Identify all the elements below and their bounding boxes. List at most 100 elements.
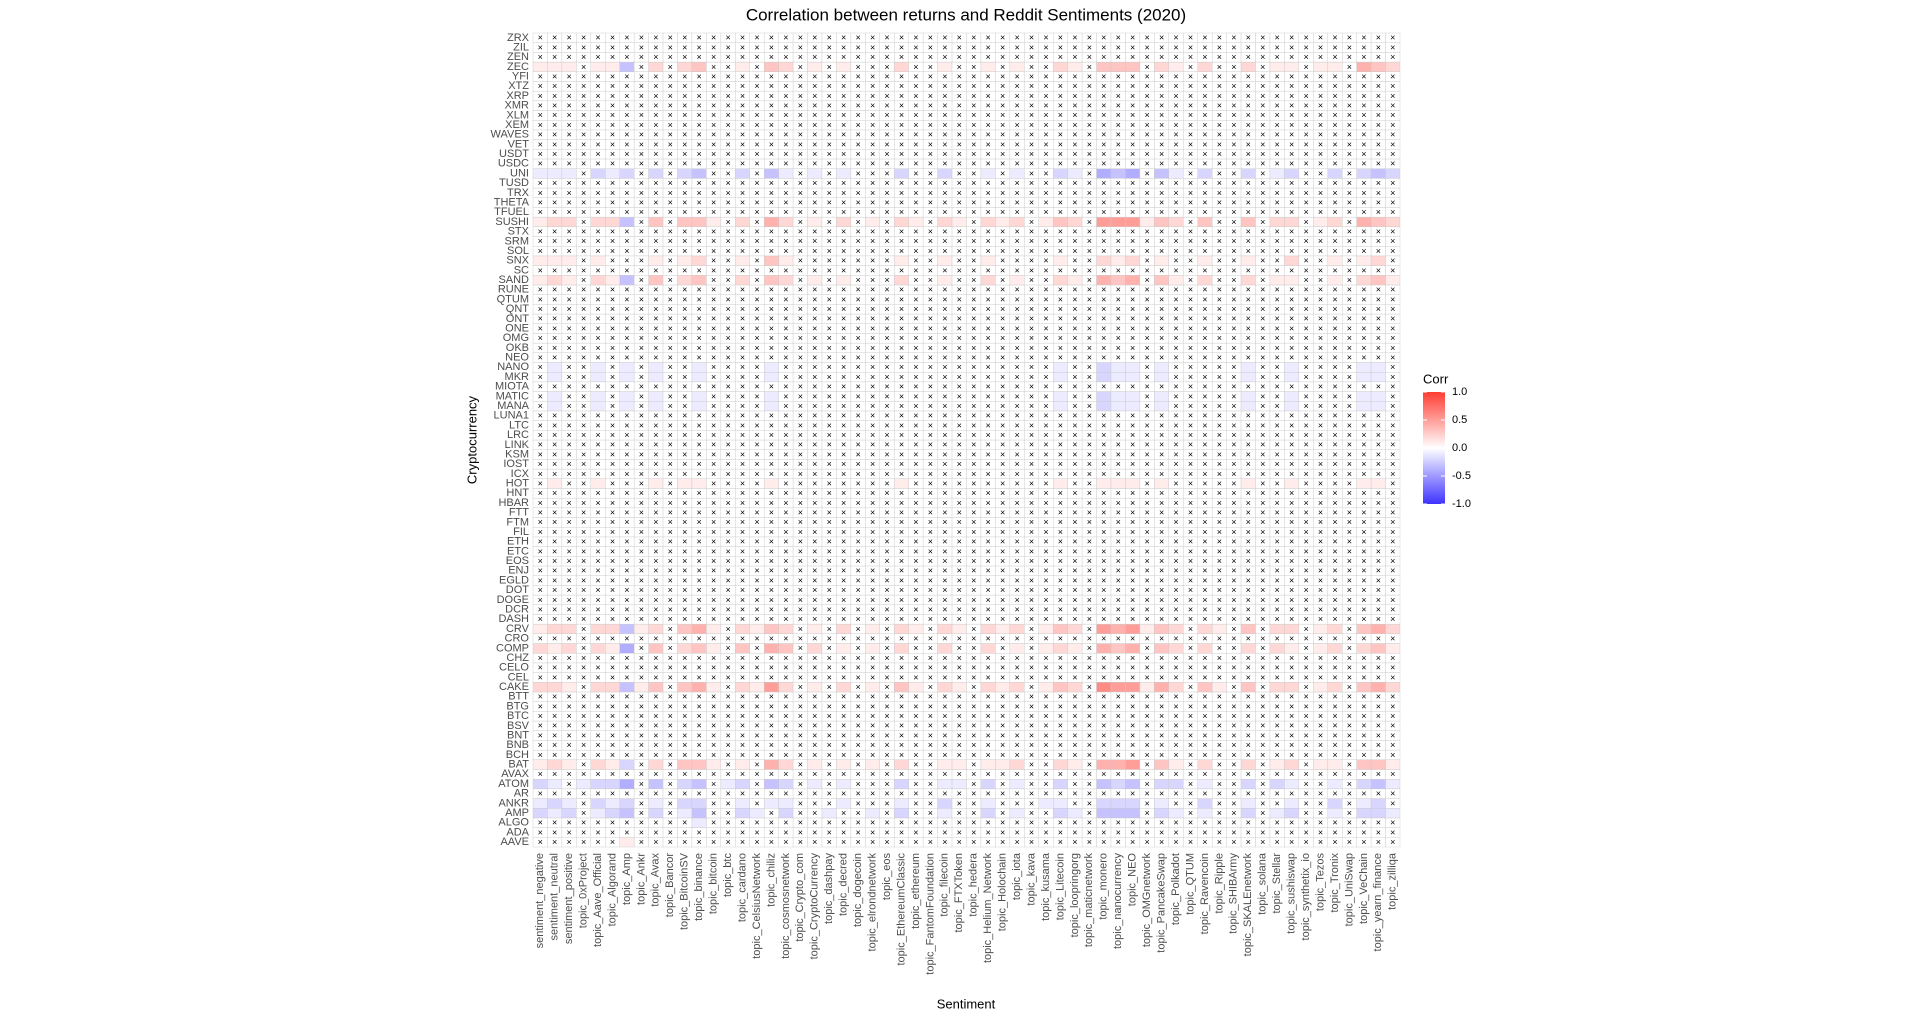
insignificant-mark: ×	[668, 488, 673, 498]
insignificant-mark: ×	[1318, 527, 1323, 537]
heat-cell	[1385, 808, 1401, 819]
insignificant-mark: ×	[1332, 769, 1337, 779]
insignificant-mark: ×	[870, 430, 875, 440]
insignificant-mark: ×	[870, 798, 875, 808]
insignificant-mark: ×	[798, 827, 803, 837]
heat-cell	[1052, 778, 1068, 790]
insignificant-mark: ×	[725, 575, 730, 585]
insignificant-mark: ×	[1376, 575, 1381, 585]
insignificant-mark: ×	[1159, 537, 1164, 547]
insignificant-mark: ×	[624, 556, 629, 566]
insignificant-mark: ×	[711, 701, 716, 711]
insignificant-mark: ×	[1188, 760, 1193, 770]
insignificant-mark: ×	[1058, 614, 1063, 624]
insignificant-mark: ×	[1361, 614, 1366, 624]
insignificant-mark: ×	[581, 449, 586, 459]
insignificant-mark: ×	[1058, 740, 1063, 750]
insignificant-mark: ×	[1376, 818, 1381, 828]
insignificant-mark: ×	[639, 430, 644, 440]
insignificant-mark: ×	[697, 653, 702, 663]
insignificant-mark: ×	[653, 604, 658, 614]
insignificant-mark: ×	[754, 575, 759, 585]
heat-cell	[807, 778, 823, 790]
insignificant-mark: ×	[928, 808, 933, 818]
insignificant-mark: ×	[1246, 692, 1251, 702]
insignificant-mark: ×	[899, 750, 904, 760]
insignificant-mark: ×	[1318, 721, 1323, 731]
insignificant-mark: ×	[1246, 711, 1251, 721]
insignificant-mark: ×	[957, 672, 962, 682]
y-tick-label: AAVE	[500, 836, 529, 848]
insignificant-mark: ×	[1275, 566, 1280, 576]
insignificant-mark: ×	[798, 566, 803, 576]
insignificant-mark: ×	[1029, 730, 1034, 740]
insignificant-mark: ×	[1376, 537, 1381, 547]
insignificant-mark: ×	[1101, 430, 1106, 440]
insignificant-mark: ×	[653, 730, 658, 740]
insignificant-mark: ×	[1144, 604, 1149, 614]
insignificant-mark: ×	[725, 498, 730, 508]
insignificant-mark: ×	[769, 517, 774, 527]
insignificant-mark: ×	[1260, 566, 1265, 576]
insignificant-mark: ×	[1231, 624, 1236, 634]
insignificant-mark: ×	[971, 440, 976, 450]
insignificant-mark: ×	[1361, 672, 1366, 682]
insignificant-mark: ×	[1188, 449, 1193, 459]
insignificant-mark: ×	[1260, 827, 1265, 837]
insignificant-mark: ×	[841, 818, 846, 828]
insignificant-mark: ×	[855, 653, 860, 663]
insignificant-mark: ×	[1289, 740, 1294, 750]
insignificant-mark: ×	[624, 566, 629, 576]
insignificant-mark: ×	[928, 566, 933, 576]
heat-cell	[1211, 682, 1227, 693]
insignificant-mark: ×	[581, 701, 586, 711]
insignificant-mark: ×	[957, 498, 962, 508]
insignificant-mark: ×	[697, 556, 702, 566]
insignificant-mark: ×	[682, 721, 687, 731]
insignificant-mark: ×	[581, 808, 586, 818]
heat-cell	[590, 623, 606, 635]
insignificant-mark: ×	[1275, 508, 1280, 518]
insignificant-mark: ×	[1043, 634, 1048, 644]
insignificant-mark: ×	[827, 604, 832, 614]
insignificant-mark: ×	[1000, 701, 1005, 711]
insignificant-mark: ×	[913, 672, 918, 682]
insignificant-mark: ×	[798, 711, 803, 721]
insignificant-mark: ×	[1202, 469, 1207, 479]
insignificant-mark: ×	[538, 537, 543, 547]
insignificant-mark: ×	[668, 459, 673, 469]
insignificant-mark: ×	[1260, 701, 1265, 711]
heat-cell	[1154, 808, 1169, 819]
insignificant-mark: ×	[1318, 537, 1323, 547]
insignificant-mark: ×	[841, 478, 846, 488]
insignificant-mark: ×	[1029, 779, 1034, 789]
insignificant-mark: ×	[581, 546, 586, 556]
insignificant-mark: ×	[595, 711, 600, 721]
insignificant-mark: ×	[812, 663, 817, 673]
insignificant-mark: ×	[884, 508, 889, 518]
insignificant-mark: ×	[566, 663, 571, 673]
insignificant-mark: ×	[725, 721, 730, 731]
insignificant-mark: ×	[552, 556, 557, 566]
insignificant-mark: ×	[682, 672, 687, 682]
insignificant-mark: ×	[942, 498, 947, 508]
insignificant-mark: ×	[1072, 750, 1077, 760]
insignificant-mark: ×	[1376, 508, 1381, 518]
insignificant-mark: ×	[1289, 517, 1294, 527]
insignificant-mark: ×	[1347, 469, 1352, 479]
insignificant-mark: ×	[1390, 527, 1395, 537]
insignificant-mark: ×	[697, 750, 702, 760]
insignificant-mark: ×	[682, 837, 687, 847]
insignificant-mark: ×	[1390, 546, 1395, 556]
insignificant-mark: ×	[1087, 449, 1092, 459]
insignificant-mark: ×	[899, 740, 904, 750]
heat-cell	[706, 623, 722, 635]
insignificant-mark: ×	[595, 604, 600, 614]
colorbar	[1423, 392, 1445, 504]
insignificant-mark: ×	[1361, 575, 1366, 585]
insignificant-mark: ×	[639, 818, 644, 828]
insignificant-mark: ×	[595, 469, 600, 479]
insignificant-mark: ×	[1188, 537, 1193, 547]
insignificant-mark: ×	[639, 740, 644, 750]
